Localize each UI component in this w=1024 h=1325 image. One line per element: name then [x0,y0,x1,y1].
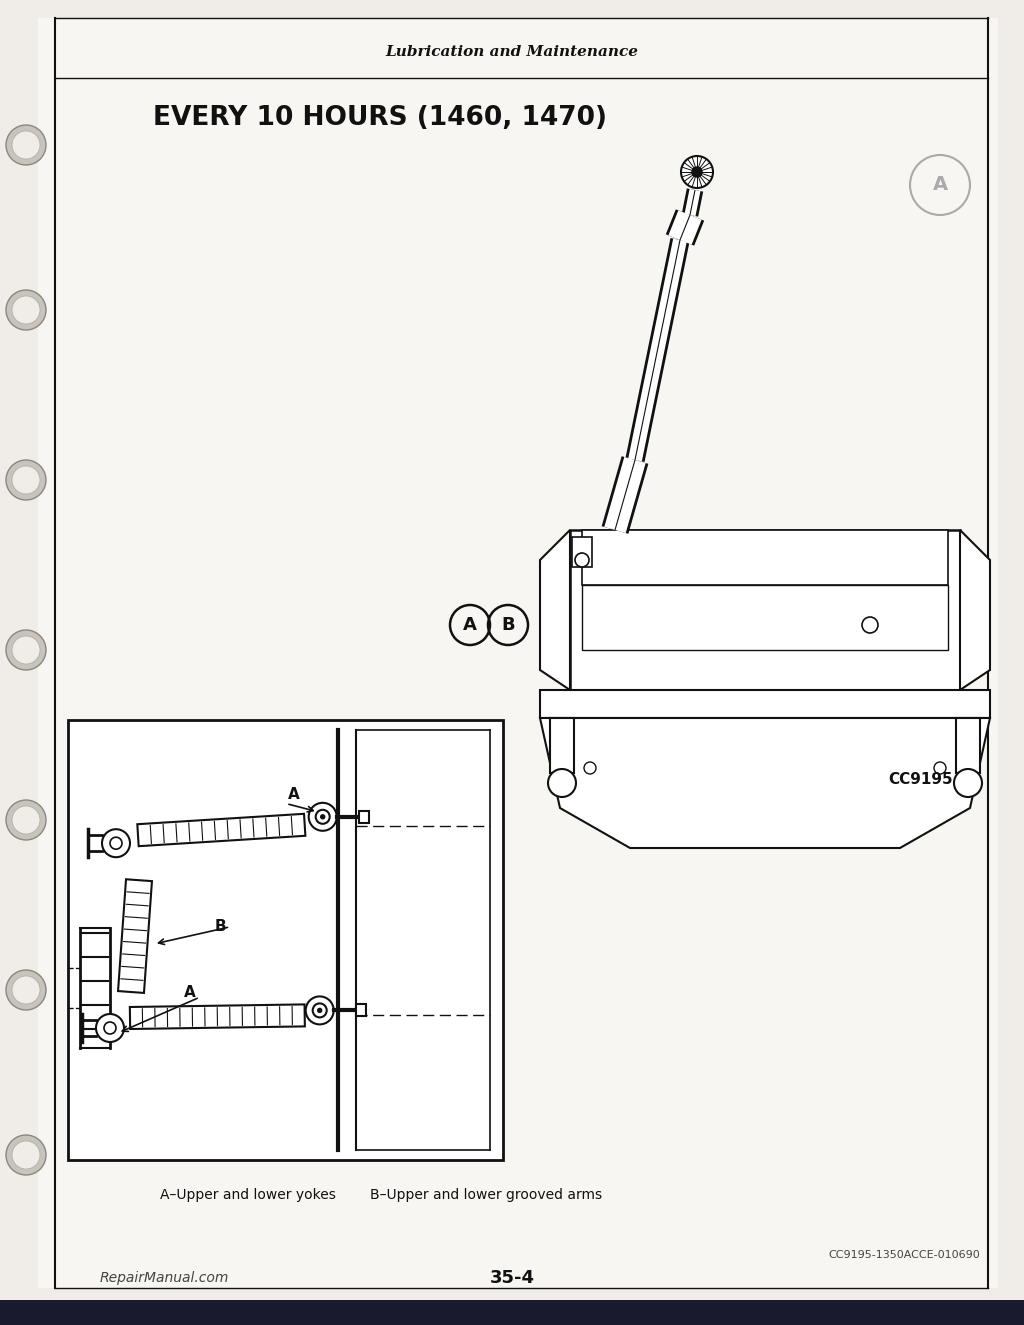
Text: A: A [933,175,947,195]
Circle shape [321,815,325,819]
Bar [956,718,980,772]
Text: Lubrication and Maintenance: Lubrication and Maintenance [385,45,639,60]
Polygon shape [130,1004,305,1030]
Text: A: A [463,616,477,633]
Bar [572,537,592,567]
Polygon shape [540,530,570,690]
Text: B: B [214,920,226,934]
Bar [582,530,948,586]
Text: EVERY 10 HOURS (1460, 1470): EVERY 10 HOURS (1460, 1470) [153,105,607,131]
Text: B–Upper and lower grooved arms: B–Upper and lower grooved arms [370,1189,602,1202]
Circle shape [308,803,337,831]
Circle shape [548,768,575,798]
Circle shape [934,762,946,774]
Bar [570,530,961,690]
Text: 35-4: 35-4 [489,1269,535,1287]
Text: A–Upper and lower yokes: A–Upper and lower yokes [160,1189,336,1202]
Polygon shape [137,814,305,847]
Circle shape [12,466,40,494]
Circle shape [6,800,46,840]
Polygon shape [118,880,152,992]
Bar [358,811,369,823]
Circle shape [692,167,702,178]
Circle shape [6,290,46,330]
Circle shape [315,810,330,824]
Polygon shape [540,718,990,848]
Bar [582,586,948,651]
Bar [68,719,503,1159]
Circle shape [6,970,46,1010]
Circle shape [6,1136,46,1175]
Circle shape [584,762,596,774]
Circle shape [681,156,713,188]
Bar [550,718,574,772]
Text: A: A [184,986,196,1000]
Circle shape [575,553,589,567]
Circle shape [6,125,46,166]
Circle shape [96,1014,124,1041]
Circle shape [102,829,130,857]
Text: B: B [501,616,515,633]
Text: A: A [289,787,300,803]
Text: CC9195: CC9195 [888,772,952,787]
Circle shape [954,768,982,798]
Text: CC9195-1350ACCE-010690: CC9195-1350ACCE-010690 [828,1249,980,1260]
Circle shape [6,629,46,670]
Circle shape [6,460,46,500]
Text: RepairManual.com: RepairManual.com [100,1271,229,1285]
Bar [0,1300,1024,1325]
Circle shape [312,1003,327,1018]
Circle shape [12,806,40,833]
Circle shape [12,977,40,1004]
Circle shape [12,1141,40,1169]
Circle shape [104,1022,116,1034]
Bar [540,690,990,718]
Circle shape [12,295,40,325]
Circle shape [862,617,878,633]
Bar [355,1004,366,1016]
Circle shape [317,1008,322,1012]
Circle shape [306,996,334,1024]
Circle shape [110,837,122,849]
Circle shape [12,131,40,159]
Circle shape [12,636,40,664]
Polygon shape [961,530,990,690]
